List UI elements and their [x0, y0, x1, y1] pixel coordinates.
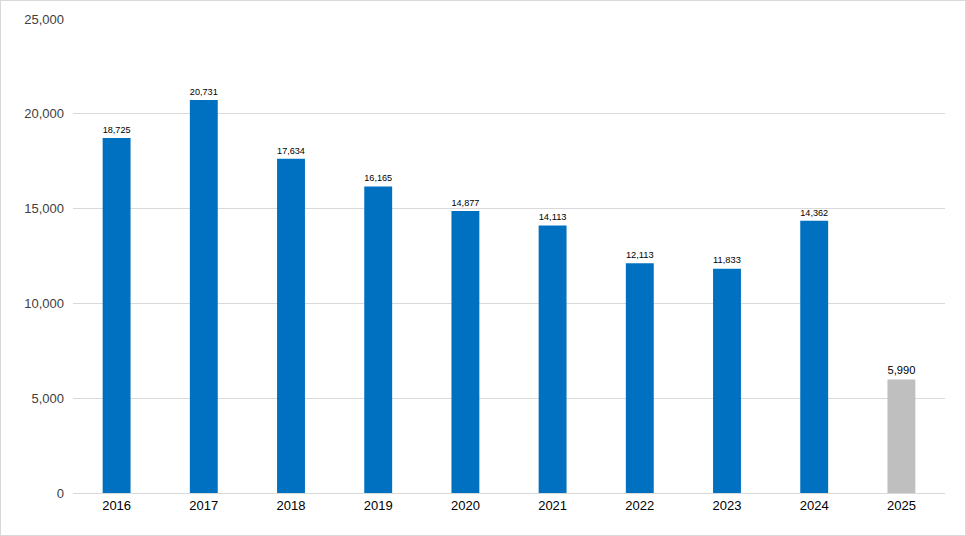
svg-text:11,833: 11,833 [713, 255, 741, 265]
svg-text:2022: 2022 [625, 498, 654, 513]
svg-text:16,165: 16,165 [364, 173, 392, 183]
svg-text:2021: 2021 [538, 498, 567, 513]
svg-text:2025: 2025 [887, 498, 916, 513]
svg-text:20,000: 20,000 [24, 106, 64, 121]
svg-text:17,634: 17,634 [277, 146, 305, 156]
svg-text:14,877: 14,877 [451, 198, 479, 208]
svg-text:14,362: 14,362 [800, 208, 828, 218]
svg-text:2019: 2019 [364, 498, 393, 513]
svg-text:5,990: 5,990 [887, 364, 915, 376]
svg-text:18,725: 18,725 [103, 125, 131, 135]
svg-text:2024: 2024 [800, 498, 829, 513]
svg-text:25,000: 25,000 [24, 12, 64, 27]
svg-text:5,000: 5,000 [31, 391, 64, 406]
svg-text:14,113: 14,113 [539, 212, 567, 222]
svg-text:12,113: 12,113 [626, 250, 654, 260]
svg-text:20,731: 20,731 [190, 87, 218, 97]
svg-text:2016: 2016 [102, 498, 131, 513]
svg-text:2018: 2018 [277, 498, 306, 513]
svg-text:2023: 2023 [713, 498, 742, 513]
svg-text:15,000: 15,000 [24, 201, 64, 216]
svg-text:2017: 2017 [189, 498, 218, 513]
svg-text:0: 0 [57, 486, 64, 501]
svg-text:10,000: 10,000 [24, 296, 64, 311]
svg-text:2020: 2020 [451, 498, 480, 513]
